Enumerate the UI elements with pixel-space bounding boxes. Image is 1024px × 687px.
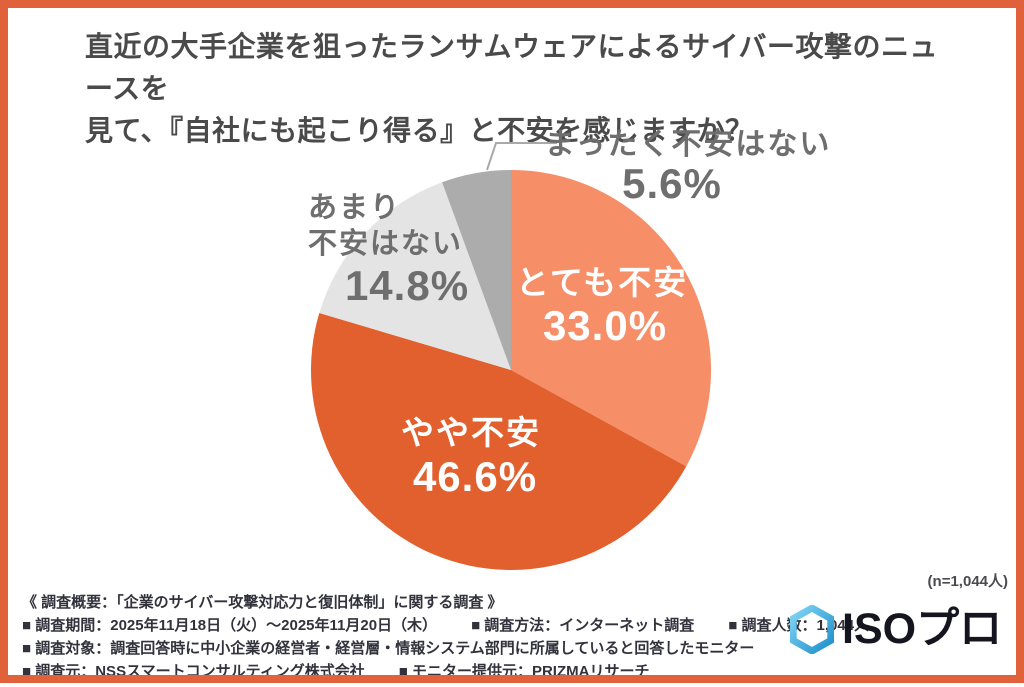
sample-size-label: (n=1,044人) (927, 573, 1008, 590)
slice-value-totemo-fuan: 33.0% (542, 302, 668, 349)
title-line-1: 直近の大手企業を狙ったランサムウェアによるサイバー攻撃のニュースを (85, 31, 939, 104)
survey-source: ■ 調査元：NSSスマートコンサルティング株式会社 (22, 663, 365, 680)
slice-label-totemo-fuan: とても不安 (515, 264, 689, 301)
slice-value-amari-fuan: 14.8% (344, 262, 470, 309)
slice-label-yaya-fuan: やや不安 (401, 414, 541, 451)
slice-label-amari-fuan: あまり 不安はない (308, 190, 463, 262)
callout-leader-line (486, 142, 557, 171)
survey-period: ■ 調査期間：2025年11月18日（火）～2025年11月20日（木） (22, 617, 438, 634)
logo-text: ISOプロ (842, 605, 1003, 653)
pie-slice-1 (311, 312, 687, 570)
survey-monitor-provider: ■ モニター提供元：PRIZMAリサーチ (398, 663, 650, 680)
iso-pro-logo: ISOプロ (790, 605, 1002, 654)
survey-line-target: ■ 調査対象：調査回答時に中小企業の経営者・経営層・情報システム部門に所属してい… (22, 641, 869, 657)
pie-slices (311, 170, 712, 570)
amari-label-line-1: あまり (308, 192, 402, 224)
slice-label-mattaku-fuan: まったく不安はない (544, 128, 832, 161)
slice-value-yaya-fuan: 46.6% (412, 453, 538, 500)
survey-overview-title: 《 調査概要：「企業のサイバー攻撃対応力と復旧体制」に関する調査 》 (22, 595, 869, 611)
pie-slice-3 (442, 170, 511, 370)
chart-question-title: 直近の大手企業を狙ったランサムウェアによるサイバー攻撃のニュースを 見て、『自社… (85, 26, 965, 152)
survey-overview: 《 調査概要：「企業のサイバー攻撃対応力と復旧体制」に関する調査 》 ■ 調査期… (22, 595, 869, 687)
survey-line-period: ■ 調査期間：2025年11月18日（火）～2025年11月20日（木） ■ 調… (22, 618, 869, 634)
survey-target: ■ 調査対象：調査回答時に中小企業の経営者・経営層・情報システム部門に所属してい… (22, 640, 755, 657)
overview-text: 《 調査概要：「企業のサイバー攻撃対応力と復旧体制」に関する調査 》 (22, 594, 503, 611)
pie-slice-0 (511, 170, 712, 467)
hexagon-icon (790, 605, 834, 654)
title-line-2: 見て、『自社にも起こり得る』と不安を感じますか？ (85, 115, 754, 146)
slice-value-mattaku-fuan: 5.6% (622, 160, 722, 207)
survey-method: ■ 調査方法：インターネット調査 (471, 617, 695, 634)
amari-label-line-2: 不安はない (308, 228, 464, 260)
survey-line-source: ■ 調査元：NSSスマートコンサルティング株式会社 ■ モニター提供元：PRIZ… (22, 664, 869, 680)
pie-slice-2 (319, 182, 511, 370)
